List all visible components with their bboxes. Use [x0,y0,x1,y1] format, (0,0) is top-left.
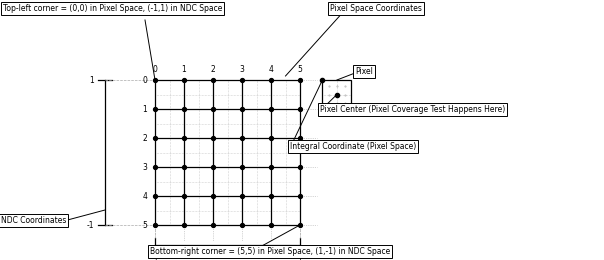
Text: 1: 1 [143,105,147,114]
Text: 5: 5 [142,220,147,230]
Text: 5: 5 [298,65,303,74]
Text: 3: 3 [142,162,147,172]
Bar [323,80,352,109]
Text: Bottom-right corner = (5,5) in Pixel Space, (1,-1) in NDC Space: Bottom-right corner = (5,5) in Pixel Spa… [150,247,390,256]
Text: 1: 1 [89,75,94,84]
Text: Pixel Space Coordinates: Pixel Space Coordinates [330,4,422,13]
Text: 4: 4 [269,65,274,74]
Text: Top-left corner = (0,0) in Pixel Space, (-1,1) in NDC Space: Top-left corner = (0,0) in Pixel Space, … [3,4,222,13]
Text: 2: 2 [211,65,216,74]
Text: Integral Coordinate (Pixel Space): Integral Coordinate (Pixel Space) [290,142,416,151]
Text: Pixel Center (Pixel Coverage Test Happens Here): Pixel Center (Pixel Coverage Test Happen… [320,105,506,114]
Text: 0: 0 [142,75,147,84]
Text: 0: 0 [153,65,158,74]
Text: 3: 3 [240,65,245,74]
Text: 1: 1 [298,256,303,260]
Text: 1: 1 [182,65,187,74]
Text: -1: -1 [86,220,94,230]
Text: -1: -1 [151,256,159,260]
Text: 2: 2 [143,133,147,142]
Text: Pixel: Pixel [355,67,373,76]
Text: 4: 4 [142,192,147,200]
Text: NDC Coordinates: NDC Coordinates [1,216,66,225]
